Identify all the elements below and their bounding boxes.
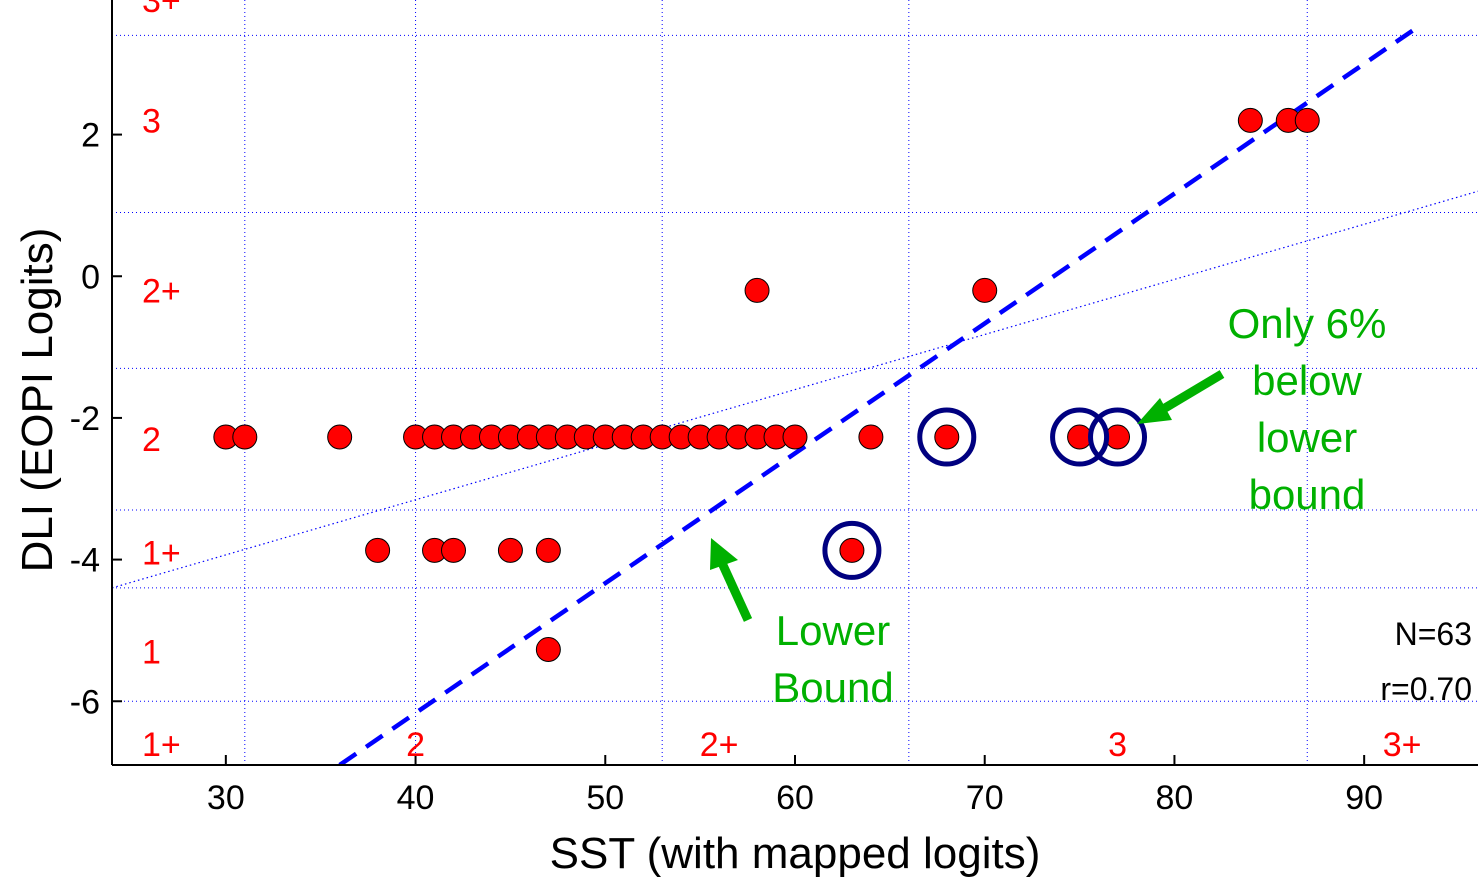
data-point-1: [232, 424, 258, 450]
x-tick-label-3: 60: [776, 779, 814, 817]
x-level-label-1: 2+: [700, 726, 739, 764]
x-level-label-3: 3+: [1383, 726, 1422, 764]
lower-bound-arrow: [710, 538, 753, 622]
lower-bound-note-line-1: Lower: [776, 607, 890, 654]
data-point-32: [535, 537, 561, 563]
y-level-label-2: 2+: [142, 272, 181, 310]
highlight-circle-2: [1050, 407, 1110, 467]
level-labels: 3+ 3 2+ 2 1+ 1 1+ 2 2+ 3 3+: [142, 0, 1421, 764]
data-point-34: [535, 637, 561, 663]
only-6pct-arrow: [1137, 370, 1225, 424]
y-tick-label-2: -2: [70, 400, 100, 438]
x-level-label-0: 2: [406, 726, 425, 764]
lower-bound-note-line-2: Bound: [772, 664, 893, 711]
only-6pct-note-line-1: Only 6%: [1228, 300, 1387, 347]
r-value-label: r=0.70: [1380, 671, 1472, 707]
data-point-24: [858, 424, 884, 450]
data-point-27: [1105, 424, 1131, 450]
y-axis-label: DLI (EOPI Logits): [13, 228, 62, 573]
x-tick-label-0: 30: [207, 779, 245, 817]
data-point-39: [1294, 107, 1320, 133]
data-point-35: [744, 277, 770, 303]
x-tick-label-6: 90: [1345, 779, 1383, 817]
data-point-23: [782, 424, 808, 450]
data-point-30: [441, 537, 466, 563]
y-tick-label-3: -4: [70, 542, 100, 580]
data-point-33: [839, 537, 865, 563]
regression-fit-line: [112, 190, 1478, 589]
lower-bound-line: [338, 22, 1423, 765]
data-point-25: [934, 424, 960, 450]
x-tick-label-4: 70: [966, 779, 1004, 817]
only-6pct-note-line-4: bound: [1249, 471, 1366, 518]
y-tick-label-1: 0: [81, 258, 100, 296]
y-level-label-5: 1: [142, 634, 161, 672]
x-axis-label: SST (with mapped logits): [550, 829, 1041, 878]
x-tick-label-2: 50: [586, 779, 624, 817]
only-6pct-note-line-2: below: [1252, 357, 1362, 404]
y-tick-label-4: -6: [70, 683, 100, 721]
highlight-circle-0: [822, 520, 882, 580]
regression-lines: [112, 22, 1478, 765]
data-points: [213, 107, 1320, 663]
y-tick-label-0: 2: [81, 117, 100, 155]
data-point-2: [327, 424, 353, 450]
data-point-31: [497, 537, 523, 563]
data-point-37: [1237, 107, 1263, 133]
y-level-label-4: 1+: [142, 535, 181, 573]
y-level-label-3: 2: [142, 421, 161, 459]
only-6pct-note-line-3: lower: [1257, 414, 1357, 461]
x-tick-label-5: 80: [1156, 779, 1194, 817]
data-point-28: [365, 537, 391, 563]
x-level-label-2: 3: [1108, 726, 1127, 764]
data-point-26: [1067, 424, 1093, 450]
x-tick-label-1: 40: [397, 779, 435, 817]
axis-ticks: 30 40 50 60 70 80 90 2 0 -2 -4 -6: [70, 117, 1383, 817]
highlight-circle-1: [917, 407, 977, 467]
highlight-circle-3: [1088, 407, 1148, 467]
y-level-label-6: 1+: [142, 726, 181, 764]
y-level-label-1: 3: [142, 102, 161, 140]
highlight-circles: [822, 407, 1148, 580]
y-level-label-0: 3+: [142, 0, 181, 20]
data-point-36: [972, 277, 998, 303]
n-count-label: N=63: [1395, 616, 1472, 652]
